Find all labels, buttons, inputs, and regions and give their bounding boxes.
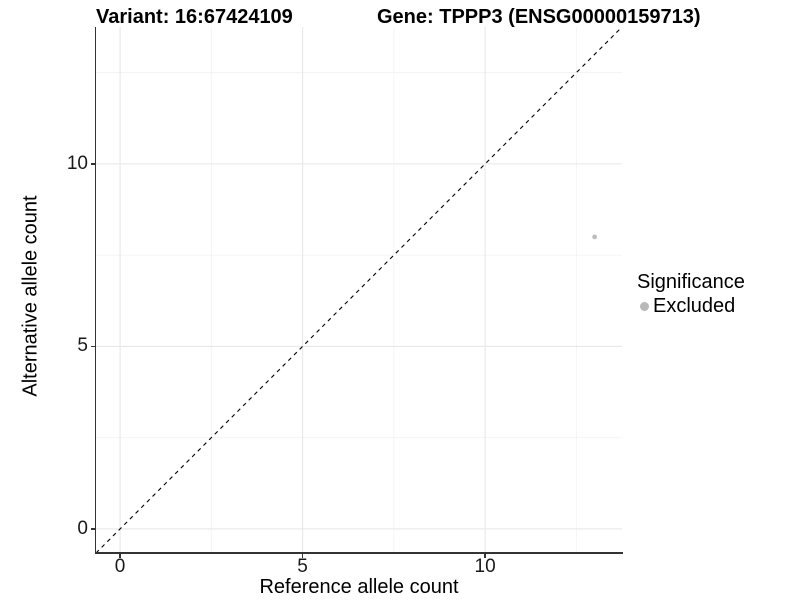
y-tick-label: 10: [66, 152, 88, 174]
y-tick-mark: [91, 163, 96, 165]
identity-dashed-line: [96, 27, 622, 553]
legend-entry-label: Excluded: [653, 295, 736, 317]
y-tick-label: 5: [77, 335, 88, 357]
x-axis-line: [95, 552, 623, 554]
y-axis-line: [95, 27, 97, 554]
legend: Significance Excluded: [637, 270, 745, 317]
y-tick-label: 0: [77, 517, 88, 539]
x-tick-mark: [484, 553, 486, 558]
plot-panel: [96, 27, 622, 553]
x-tick-label: 5: [297, 556, 308, 577]
x-axis-title: Reference allele count: [259, 576, 459, 598]
panel-canvas: [96, 27, 622, 553]
data-point: [592, 234, 598, 240]
x-tick-mark: [119, 553, 121, 558]
x-tick-mark: [301, 553, 304, 558]
legend-entry-excluded: Excluded: [637, 295, 745, 317]
legend-point-icon: [640, 301, 649, 311]
plot-title-gene: Gene: TPPP3 (ENSG00000159713): [377, 6, 701, 28]
x-tick-label: 10: [474, 556, 496, 577]
x-tick-label: 0: [114, 556, 126, 577]
y-tick-mark: [91, 345, 96, 348]
plot-title-variant: Variant: 16:67424109: [96, 6, 293, 28]
legend-title: Significance: [637, 271, 745, 293]
y-tick-mark: [91, 528, 96, 530]
y-axis-title: Alternative allele count: [19, 195, 42, 397]
